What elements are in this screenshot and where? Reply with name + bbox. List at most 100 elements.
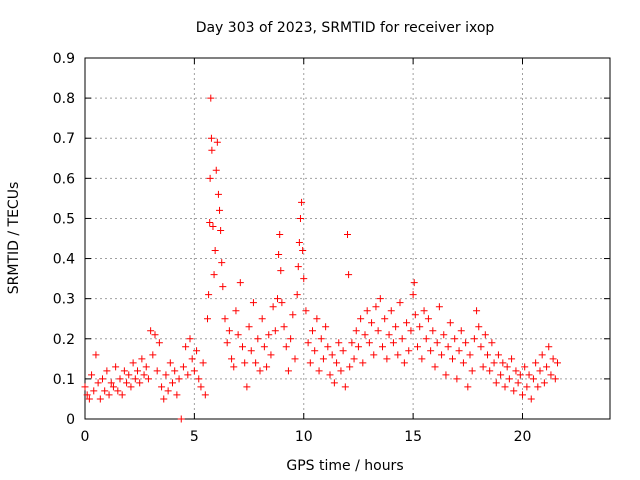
data-point: [339, 347, 347, 355]
data-point: [243, 383, 251, 391]
data-point: [313, 315, 321, 323]
data-point: [534, 383, 542, 391]
data-point: [431, 363, 439, 371]
data-point: [88, 371, 96, 379]
data-point: [201, 391, 209, 399]
data-point: [328, 351, 336, 359]
data-point: [304, 339, 312, 347]
grid-lines: [85, 58, 610, 419]
data-point: [477, 343, 485, 351]
x-axis-label: GPS time / hours: [286, 458, 403, 474]
x-tick-label: 15: [404, 429, 422, 445]
data-point: [232, 307, 240, 315]
data-point: [333, 359, 341, 367]
data-point: [326, 371, 334, 379]
data-point: [207, 134, 215, 142]
data-point: [190, 367, 198, 375]
data-point: [354, 343, 362, 351]
data-point: [361, 331, 369, 339]
data-point: [241, 359, 249, 367]
data-point: [299, 247, 307, 255]
data-point: [127, 383, 135, 391]
data-point: [155, 339, 163, 347]
data-point: [153, 367, 161, 375]
data-point: [103, 367, 111, 375]
data-point: [208, 146, 216, 154]
data-point: [346, 363, 354, 371]
data-point: [512, 367, 520, 375]
data-point: [81, 383, 89, 391]
data-point: [186, 335, 194, 343]
data-point: [236, 279, 244, 287]
data-point: [136, 379, 144, 387]
data-point: [438, 351, 446, 359]
data-point: [269, 303, 277, 311]
data-point: [116, 375, 124, 383]
data-point: [315, 367, 323, 375]
data-point: [357, 315, 365, 323]
data-point: [179, 363, 187, 371]
data-point: [429, 327, 437, 335]
data-point: [345, 271, 353, 279]
data-point: [149, 351, 157, 359]
data-point: [449, 355, 456, 363]
data-point: [359, 359, 367, 367]
data-point: [365, 339, 373, 347]
data-point: [118, 391, 126, 399]
data-point: [475, 323, 483, 331]
data-point: [278, 299, 286, 307]
y-tick-label: 0.3: [53, 292, 75, 308]
data-point: [209, 222, 217, 230]
data-point: [400, 359, 408, 367]
data-point: [473, 307, 481, 315]
data-point: [158, 383, 166, 391]
data-point: [245, 323, 253, 331]
data-point: [280, 323, 288, 331]
data-point: [197, 383, 205, 391]
data-point: [418, 355, 426, 363]
data-point: [521, 363, 529, 371]
data-point: [210, 271, 218, 279]
y-tick-label: 0: [66, 412, 75, 428]
data-point: [107, 379, 115, 387]
data-point: [101, 387, 109, 395]
data-point: [344, 230, 351, 238]
data-point: [389, 339, 397, 347]
data-point: [217, 226, 225, 234]
data-point: [284, 367, 292, 375]
data-point: [414, 343, 421, 351]
data-point: [309, 327, 316, 335]
data-point: [214, 190, 222, 198]
data-point: [466, 351, 474, 359]
data-point: [368, 319, 376, 327]
data-point: [271, 327, 279, 335]
data-point: [383, 355, 391, 363]
data-point: [486, 367, 494, 375]
data-point: [252, 359, 260, 367]
data-point: [134, 367, 141, 375]
data-point: [112, 363, 120, 371]
data-point: [324, 343, 332, 351]
y-tick-label: 0.7: [53, 131, 75, 147]
data-point: [275, 251, 283, 259]
data-point: [140, 371, 148, 379]
data-point: [223, 339, 231, 347]
data-point: [274, 295, 281, 303]
data-point: [282, 343, 290, 351]
data-point: [462, 339, 470, 347]
data-point: [142, 363, 150, 371]
data-point: [409, 291, 417, 299]
data-point: [131, 375, 139, 383]
data-point: [405, 347, 413, 355]
data-point: [295, 239, 303, 247]
y-axis-label: SRMTID / TECUs: [6, 182, 22, 295]
data-point: [125, 371, 133, 379]
data-point: [543, 363, 551, 371]
data-point: [96, 395, 104, 403]
data-point: [162, 371, 170, 379]
data-point: [83, 391, 91, 399]
data-point: [379, 343, 386, 351]
data-point: [207, 94, 215, 102]
data-point: [464, 383, 472, 391]
data-point: [459, 359, 467, 367]
